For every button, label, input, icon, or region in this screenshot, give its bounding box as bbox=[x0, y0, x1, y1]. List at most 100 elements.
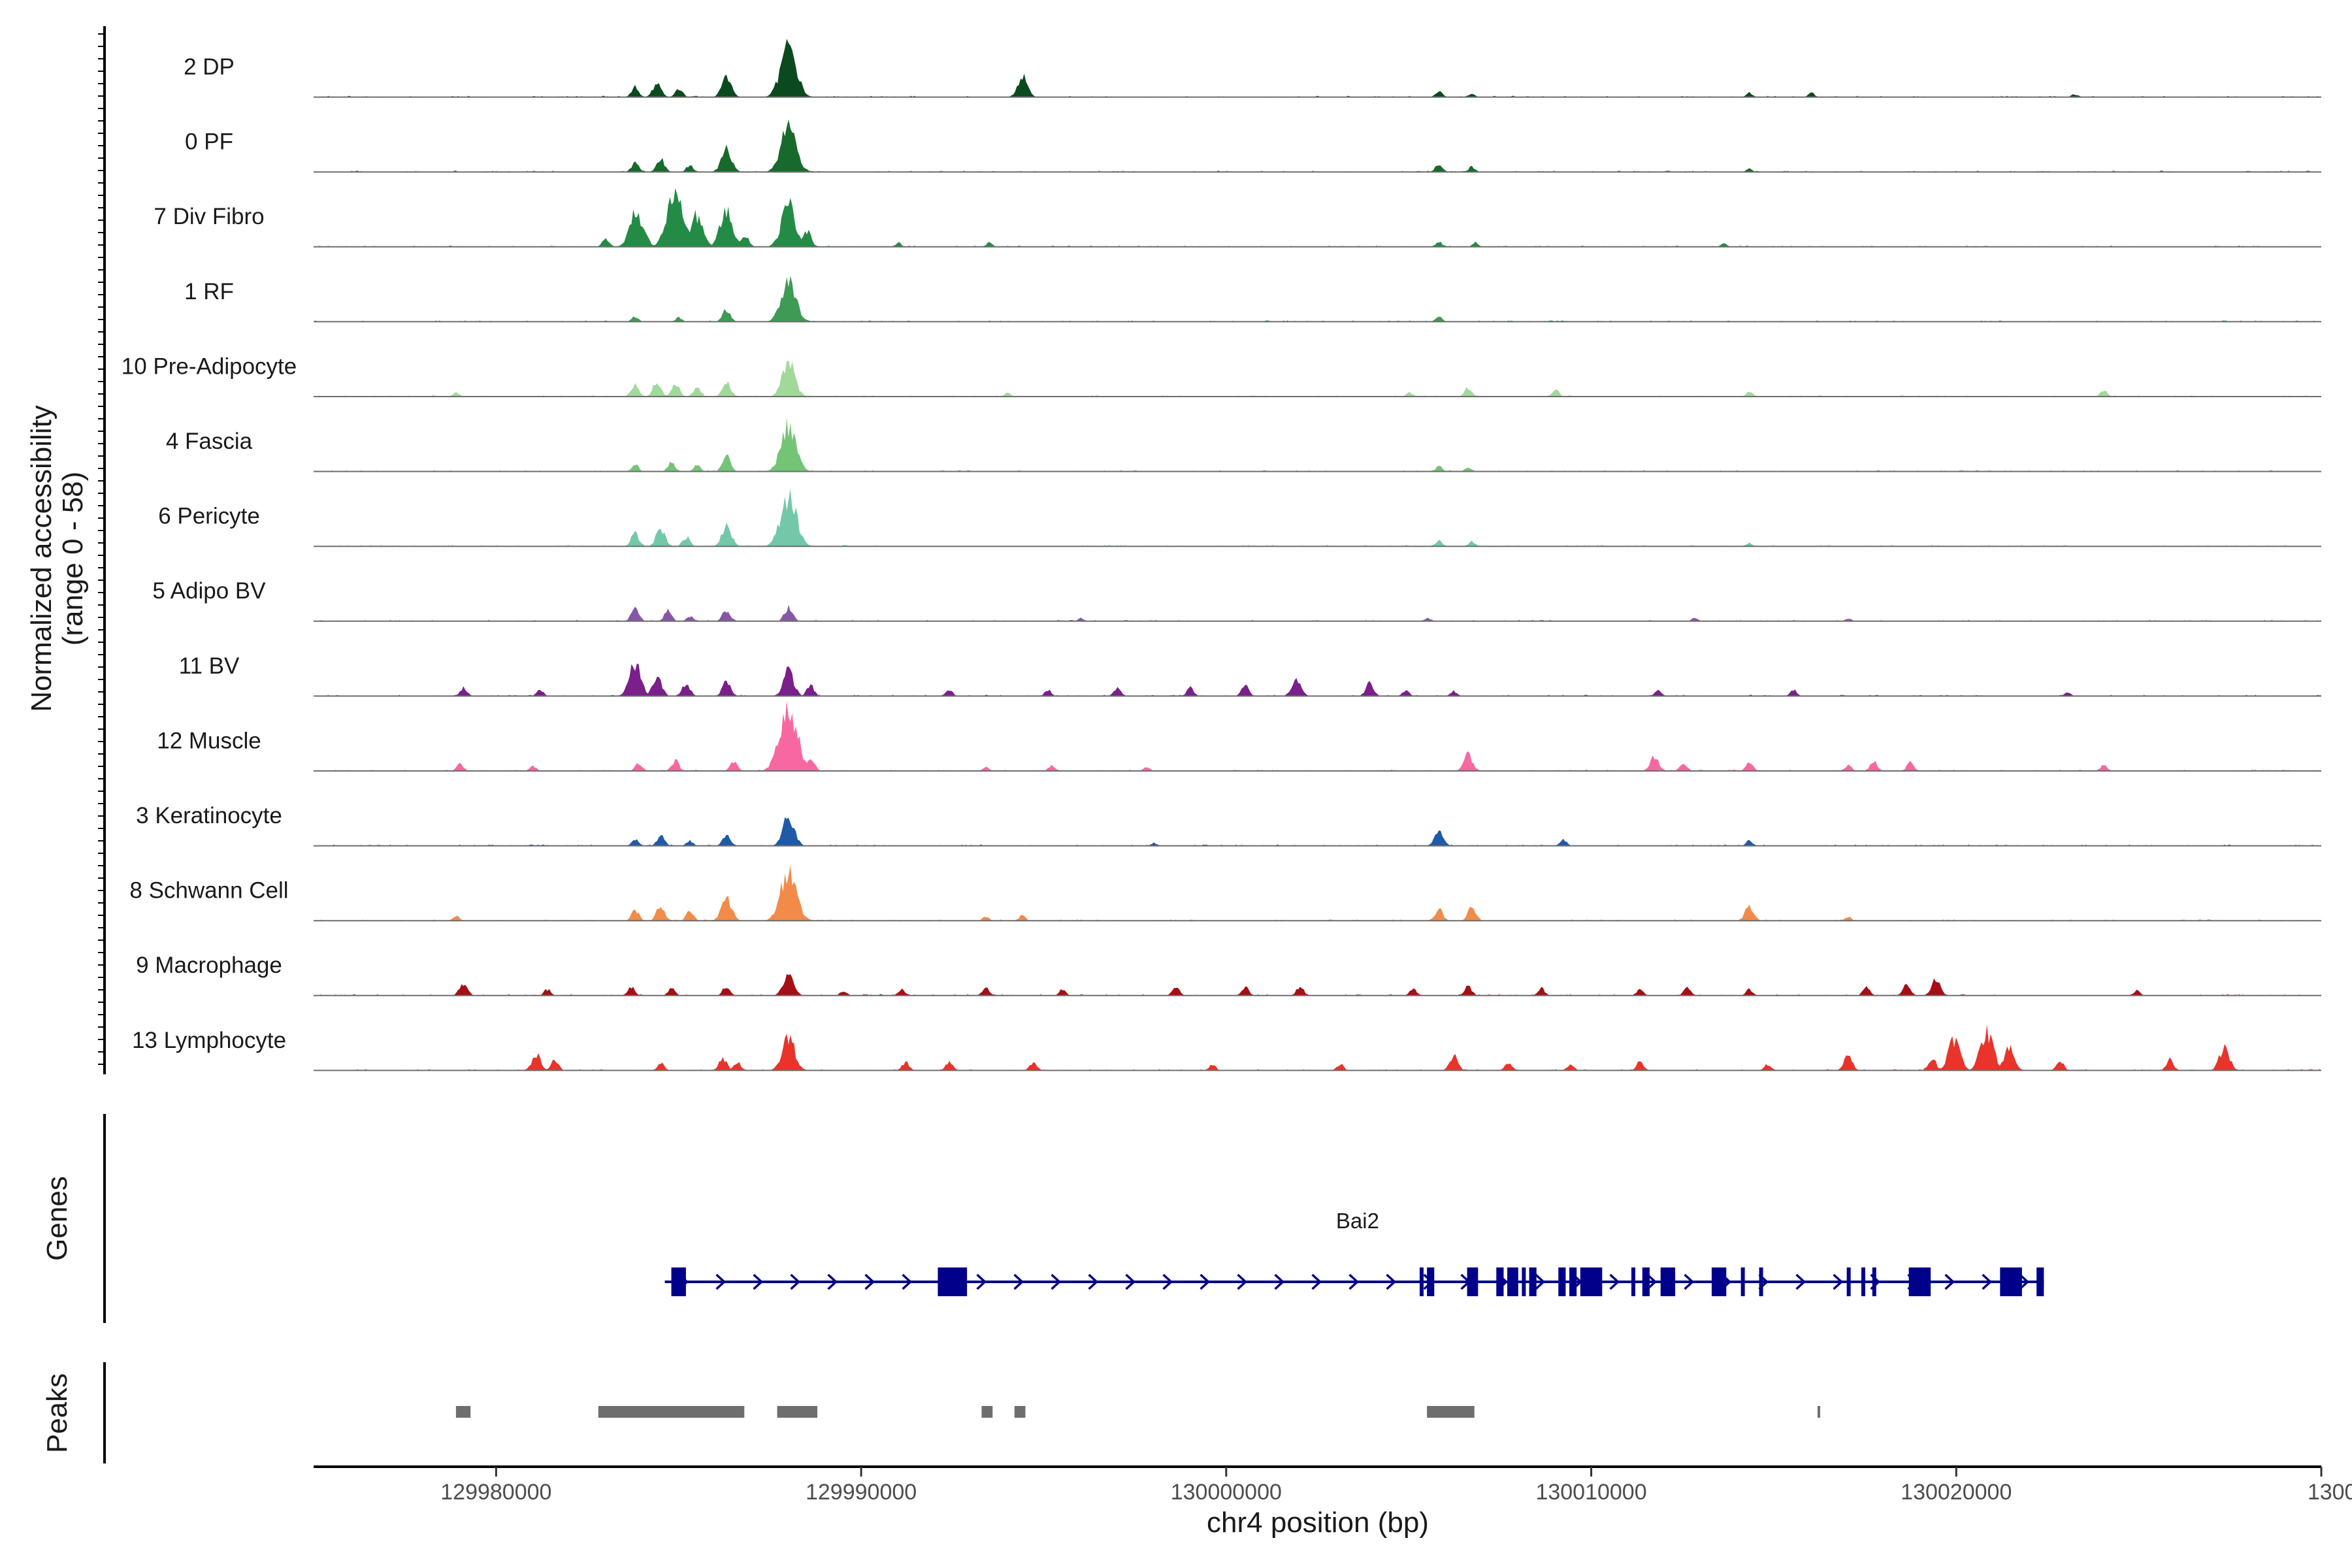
x-tick-label: 129990000 bbox=[806, 1480, 917, 1505]
exon-block bbox=[1580, 1267, 1603, 1296]
strand-arrow bbox=[976, 1273, 987, 1290]
strand-arrow bbox=[1646, 1273, 1658, 1290]
strand-arrow bbox=[902, 1273, 913, 1290]
coverage-track: 11 BV bbox=[179, 653, 2321, 697]
strand-arrow bbox=[1311, 1273, 1322, 1290]
strand-arrow bbox=[827, 1273, 838, 1290]
strand-arrow bbox=[864, 1273, 875, 1290]
strand-arrow bbox=[1051, 1273, 1062, 1290]
exon-block bbox=[1507, 1267, 1518, 1296]
track-label: 10 Pre-Adipocyte bbox=[122, 353, 297, 379]
track-label: 2 DP bbox=[184, 54, 235, 80]
strand-arrow bbox=[1274, 1273, 1285, 1290]
strand-arrow bbox=[1684, 1273, 1695, 1290]
strand-arrow bbox=[790, 1273, 801, 1290]
genes-track: Bai2 bbox=[664, 1209, 2044, 1296]
track-label: 8 Schwann Cell bbox=[129, 878, 288, 904]
coverage-y-axis-title: Normalized accessibility (range 0 - 58) bbox=[25, 405, 89, 711]
strand-arrow bbox=[715, 1273, 727, 1290]
exon-block bbox=[1419, 1267, 1424, 1296]
peak-region bbox=[981, 1406, 993, 1418]
exon-block bbox=[1569, 1267, 1577, 1296]
exon-block bbox=[1711, 1267, 1727, 1296]
coverage-track: 12 Muscle bbox=[157, 700, 2321, 772]
strand-arrow bbox=[2019, 1273, 2030, 1290]
peak-region bbox=[455, 1406, 471, 1418]
x-axis-title: chr4 position (bp) bbox=[1207, 1507, 1429, 1539]
track-label: 6 Pericyte bbox=[158, 504, 260, 529]
track-label: 1 RF bbox=[184, 279, 234, 304]
exon-block bbox=[1908, 1267, 1931, 1296]
exon-block bbox=[1846, 1267, 1851, 1296]
peak-region bbox=[1014, 1406, 1026, 1418]
exon-block bbox=[1427, 1267, 1435, 1296]
strand-arrow bbox=[1088, 1273, 1099, 1290]
coverage-track: 5 Adipo BV bbox=[152, 578, 2321, 622]
exon-block bbox=[2036, 1267, 2044, 1296]
exon-block bbox=[1496, 1267, 1504, 1296]
peak-region bbox=[1817, 1406, 1820, 1418]
strand-arrow bbox=[1386, 1273, 1397, 1290]
peak-region bbox=[777, 1406, 818, 1418]
x-tick-label: 130010000 bbox=[1535, 1480, 1646, 1505]
strand-arrow bbox=[1013, 1273, 1024, 1290]
coverage-track: 3 Keratinocyte bbox=[136, 803, 2321, 847]
track-label: 0 PF bbox=[185, 129, 233, 155]
strand-arrow bbox=[753, 1273, 764, 1290]
strand-arrow bbox=[1982, 1273, 1993, 1290]
coverage-track: 10 Pre-Adipocyte bbox=[122, 353, 2321, 397]
coverage-track: 13 Lymphocyte bbox=[132, 1024, 2321, 1071]
exon-block bbox=[1759, 1267, 1763, 1296]
strand-arrow bbox=[1125, 1273, 1136, 1290]
strand-arrow bbox=[1609, 1273, 1620, 1290]
coverage-tracks: 2 DP 0 PF 7 Div Fibro 1 RF 10 Pre-Adipocyte 4… bbox=[122, 39, 2321, 1071]
coverage-track: 2 DP bbox=[184, 39, 2321, 98]
coverage-track: 0 PF bbox=[185, 119, 2321, 173]
strand-arrow bbox=[1348, 1273, 1360, 1290]
coverage-track: 6 Pericyte bbox=[158, 489, 2321, 547]
genes-panel-title: Genes bbox=[41, 1176, 73, 1261]
exon-block bbox=[2000, 1267, 2022, 1296]
track-label: 11 BV bbox=[179, 653, 240, 679]
x-tick-label: 130020000 bbox=[1901, 1480, 2012, 1505]
track-label: 5 Adipo BV bbox=[152, 578, 266, 604]
x-tick-label: 129980000 bbox=[440, 1480, 551, 1505]
coverage-track: 4 Fascia bbox=[166, 418, 2321, 472]
peak-region bbox=[598, 1406, 745, 1418]
peaks-panel-title: Peaks bbox=[41, 1373, 73, 1453]
strand-arrow bbox=[1162, 1273, 1173, 1290]
track-label: 3 Keratinocyte bbox=[136, 803, 282, 828]
exon-block bbox=[1522, 1267, 1526, 1296]
strand-arrow bbox=[1944, 1273, 1955, 1290]
gene-name-label: Bai2 bbox=[1336, 1209, 1379, 1233]
exon-block bbox=[1642, 1267, 1650, 1296]
exon-block bbox=[938, 1267, 968, 1296]
track-label: 7 Div Fibro bbox=[154, 204, 264, 229]
strand-arrow bbox=[1200, 1273, 1211, 1290]
gene-model: Bai2 bbox=[664, 1209, 2044, 1296]
track-label: 12 Muscle bbox=[157, 728, 261, 753]
exon-block bbox=[1529, 1267, 1537, 1296]
coverage-track: 1 RF bbox=[184, 276, 2321, 323]
y-axis-title-line2: (range 0 - 58) bbox=[57, 472, 89, 646]
x-tick-label: 1300300 bbox=[2308, 1480, 2352, 1505]
exon-block bbox=[1872, 1267, 1876, 1296]
exon-block bbox=[671, 1267, 686, 1296]
strand-arrow bbox=[1237, 1273, 1248, 1290]
coverage-track: 9 Macrophage bbox=[136, 953, 2321, 996]
exon-block bbox=[1467, 1267, 1478, 1296]
exon-block bbox=[1861, 1267, 1866, 1296]
track-label: 4 Fascia bbox=[166, 429, 253, 454]
coverage-track: 7 Div Fibro bbox=[154, 188, 2321, 248]
track-label: 9 Macrophage bbox=[136, 953, 282, 978]
exon-block bbox=[1660, 1267, 1676, 1296]
peak-region bbox=[1427, 1406, 1475, 1418]
peaks-track bbox=[455, 1406, 1820, 1418]
strand-arrow bbox=[1833, 1273, 1844, 1290]
x-tick-label: 130000000 bbox=[1171, 1480, 1282, 1505]
exon-block bbox=[1558, 1267, 1566, 1296]
x-axis: 129980000 129990000 130000000 130010000 1300… bbox=[314, 1465, 2352, 1505]
coverage-track: 8 Schwann Cell bbox=[129, 864, 2321, 922]
strand-arrow bbox=[1795, 1273, 1806, 1290]
